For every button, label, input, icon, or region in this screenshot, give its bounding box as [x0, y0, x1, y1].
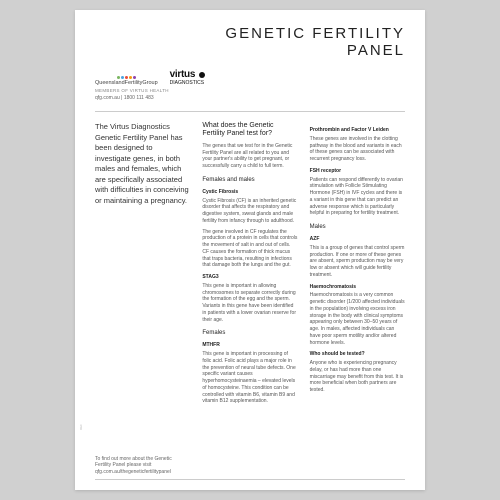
section-heading: What does the Genetic Fertility Panel te…	[202, 122, 297, 139]
dot-icon	[125, 76, 128, 79]
divider	[95, 479, 405, 480]
footer-line: To find out more about the Genetic	[95, 456, 172, 462]
columns: The Virtus Diagnostics Genetic Fertility…	[95, 122, 405, 409]
footer: To find out more about the Genetic Ferti…	[95, 456, 405, 481]
page-title: GENETIC FERTILITY PANEL	[95, 26, 405, 59]
intro-paragraph: The Virtus Diagnostics Genetic Fertility…	[95, 122, 190, 206]
body-text: This gene is important in allowing chrom…	[202, 283, 297, 324]
virtus-logo-sub: DIAGNOSTICS	[170, 80, 207, 86]
topic-heading: Who should be tested?	[310, 351, 405, 358]
column-2: What does the Genetic Fertility Panel te…	[202, 122, 297, 409]
column-3: Prothrombin and Factor V Leiden These ge…	[310, 122, 405, 409]
body-text: Haemochromatosis is a very common geneti…	[310, 292, 405, 346]
dot-icon	[133, 76, 136, 79]
body-text: Patients can respond differently to ovar…	[310, 177, 405, 218]
topic-heading: Haemochromatosis	[310, 284, 405, 291]
subsection-heading: Females and males	[202, 176, 297, 184]
qfg-dots-icon	[117, 76, 136, 79]
side-code: REF	[79, 424, 83, 430]
dot-icon	[129, 76, 132, 79]
contact-line: qfg.com.au | 1800 111 483	[95, 95, 405, 101]
body-text: This is a group of genes that control sp…	[310, 245, 405, 279]
body-text: The genes that we test for in the Geneti…	[202, 143, 297, 170]
column-1: The Virtus Diagnostics Genetic Fertility…	[95, 122, 190, 409]
body-text: Cystic Fibrosis (CF) is an inherited gen…	[202, 198, 297, 225]
qfg-logo: QueenslandFertilityGroup	[95, 76, 158, 86]
body-text: The gene involved in CF regulates the pr…	[202, 229, 297, 270]
topic-heading: FSH receptor	[310, 168, 405, 175]
topic-heading: Cystic Fibrosis	[202, 189, 297, 196]
subsection-heading: Females	[202, 329, 297, 337]
sun-icon	[197, 70, 207, 80]
document-page: GENETIC FERTILITY PANEL QueenslandFertil…	[75, 10, 425, 490]
footer-text: To find out more about the Genetic Ferti…	[95, 456, 405, 476]
title-line-2: PANEL	[347, 42, 405, 59]
body-text: This gene is important in processing of …	[202, 351, 297, 405]
dot-icon	[121, 76, 124, 79]
title-line-1: GENETIC FERTILITY	[225, 25, 405, 42]
footer-line: qfg.com.au/thegeneticfertilitypanel	[95, 469, 171, 475]
body-text: Anyone who is experiencing pregnancy del…	[310, 360, 405, 394]
topic-heading: Prothrombin and Factor V Leiden	[310, 127, 405, 134]
virtus-logo-text: virtus	[170, 69, 195, 80]
body-text: These genes are involved in the clotting…	[310, 136, 405, 163]
qfg-logo-text: QueenslandFertilityGroup	[95, 80, 158, 86]
logo-row: QueenslandFertilityGroup virtus DIAGNOST…	[95, 69, 405, 86]
virtus-logo: virtus DIAGNOSTICS	[170, 69, 207, 86]
member-line: MEMBERS OF VIRTUS HEALTH	[95, 88, 405, 93]
footer-line: Fertility Panel please visit	[95, 462, 151, 468]
dot-icon	[117, 76, 120, 79]
subsection-heading: Males	[310, 223, 405, 231]
topic-heading: STAG3	[202, 274, 297, 281]
topic-heading: AZF	[310, 236, 405, 243]
divider	[95, 111, 405, 112]
topic-heading: MTHFR	[202, 342, 297, 349]
